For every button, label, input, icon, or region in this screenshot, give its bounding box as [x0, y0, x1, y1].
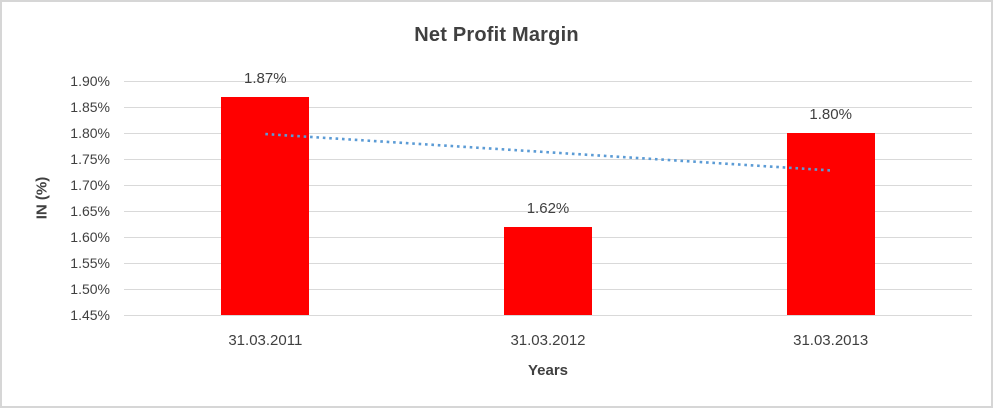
gridline	[124, 210, 972, 212]
data-label: 1.80%	[809, 106, 852, 123]
y-tick-label: 1.50%	[70, 281, 110, 297]
gridline	[124, 184, 972, 186]
y-tick-label: 1.90%	[70, 73, 110, 89]
y-tick-label: 1.65%	[70, 203, 110, 219]
gridline	[124, 106, 972, 108]
y-tick-label: 1.75%	[70, 151, 110, 167]
y-tick-label: 1.70%	[70, 177, 110, 193]
trendline-path	[265, 132, 831, 172]
gridline	[124, 158, 972, 160]
x-axis-title: Years	[527, 362, 569, 379]
y-tick-label: 1.85%	[70, 99, 110, 115]
x-tick-label: 31.03.2011	[228, 332, 303, 349]
plot-area: 1.87% 1.62% 1.80%	[124, 70, 972, 316]
gridline	[124, 132, 972, 134]
y-tick-label: 1.45%	[70, 307, 110, 323]
gridline	[124, 80, 972, 82]
trendline	[265, 132, 831, 172]
gridline	[124, 314, 972, 316]
y-tick-label: 1.55%	[70, 255, 110, 271]
bar-31.03.2011	[221, 96, 310, 315]
chart-title: Net Profit Margin	[414, 24, 579, 46]
y-tick-label: 1.60%	[70, 229, 110, 245]
bar-31.03.2013	[786, 133, 875, 315]
x-tick-label: 31.03.2013	[793, 332, 869, 349]
data-label: 1.62%	[526, 199, 570, 217]
data-label: 1.87%	[244, 69, 287, 87]
bar-31.03.2012	[504, 226, 592, 315]
x-tick-label: 31.03.2012	[510, 332, 586, 349]
y-tick-label: 1.80%	[70, 125, 110, 141]
